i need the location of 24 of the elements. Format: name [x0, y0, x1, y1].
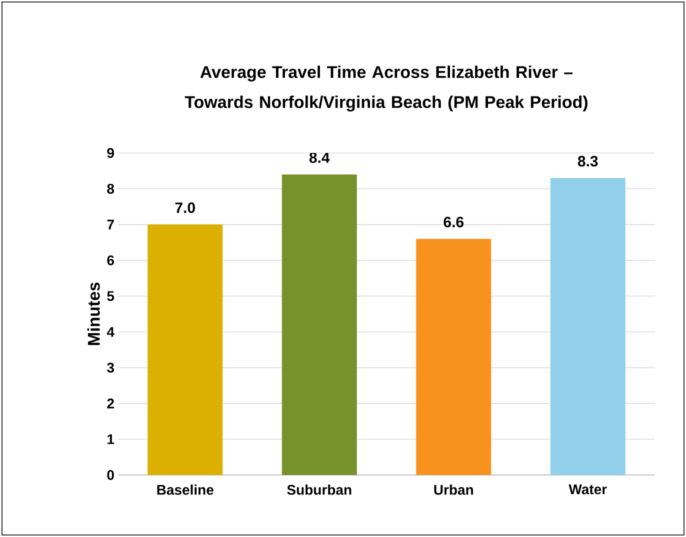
y-tick-label: 7 — [107, 220, 114, 230]
y-tick-label: 1 — [108, 434, 114, 444]
bar — [416, 238, 492, 475]
y-tick-label: 3 — [107, 362, 114, 373]
x-tick-label: Urban — [434, 484, 473, 495]
bar — [550, 178, 626, 475]
y-axis-title: Minutes — [87, 282, 100, 345]
bar — [282, 174, 357, 475]
chart-title: Average Travel Time Across Elizabeth River – Towards Norfolk/Virginia Beach (PM Peak Period) — [184, 66, 588, 112]
x-tick-label: Baseline — [157, 484, 214, 495]
data-label: 7.0 — [175, 202, 195, 214]
data-label: 6.6 — [444, 216, 464, 228]
data-label: 8.4 — [309, 152, 330, 163]
y-tick-label: 0 — [107, 470, 114, 480]
y-tick-label: 6 — [107, 255, 114, 266]
y-tick-label: 5 — [107, 291, 114, 301]
bar — [148, 224, 223, 475]
data-label: 8.3 — [578, 156, 598, 167]
y-tick-label: 8 — [107, 184, 114, 194]
y-tick-label: 9 — [107, 148, 114, 158]
x-tick-label: Water — [568, 484, 607, 494]
x-tick-label: Suburban — [287, 484, 352, 495]
y-tick-label: 4 — [106, 327, 114, 337]
y-tick-label: 2 — [107, 398, 114, 408]
